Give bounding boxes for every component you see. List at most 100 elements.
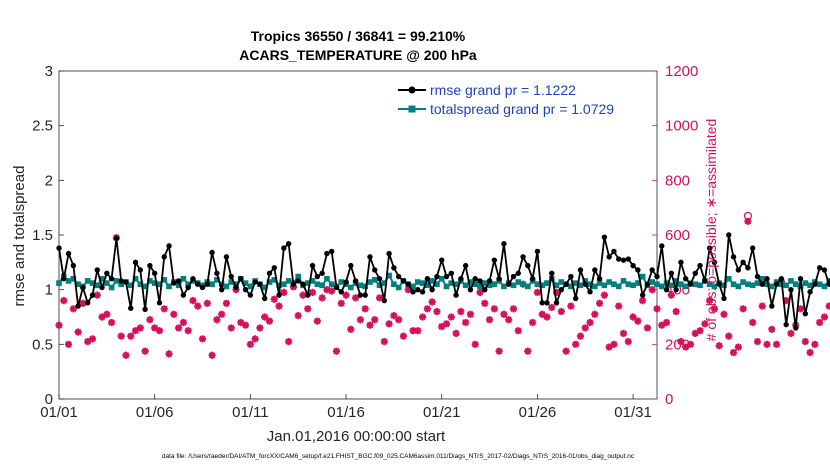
rmse-point xyxy=(118,278,124,284)
totalspread-point xyxy=(558,279,565,285)
obs-assimilated-point xyxy=(433,307,441,316)
obs-assimilated-point xyxy=(825,302,830,310)
totalspread-point xyxy=(577,282,584,289)
rmse-point xyxy=(491,257,498,263)
rmse-point xyxy=(395,273,402,280)
rmse-point xyxy=(802,311,809,317)
totalspread-point xyxy=(381,280,388,286)
totalspread-point xyxy=(754,280,761,286)
obs-assimilated-point xyxy=(55,321,63,329)
obs-assimilated-point xyxy=(184,327,192,335)
obs-assimilated-point xyxy=(543,313,551,321)
rmse-point xyxy=(108,276,115,282)
obs-assimilated-point xyxy=(299,291,307,299)
rmse-point xyxy=(214,270,220,276)
obs-assimilated-point xyxy=(179,318,187,327)
rmse-point xyxy=(439,257,445,263)
totalspread-point xyxy=(434,281,440,287)
totalspread-point xyxy=(491,281,498,287)
rmse-point xyxy=(285,241,292,247)
totalspread-point xyxy=(371,277,378,283)
x-tick-label: 01/31 xyxy=(614,404,652,421)
rmse-point xyxy=(553,300,560,306)
totalspread-point xyxy=(481,280,488,286)
totalspread-point xyxy=(544,280,550,286)
rmse-point xyxy=(257,281,263,287)
obs-assimilated-point xyxy=(246,340,254,348)
totalspread-point xyxy=(415,279,421,285)
rmse-point xyxy=(659,243,665,249)
rmse-point xyxy=(209,249,215,256)
data-file-footer: data file: /Users/raeder/DAI/ATM_forcXX/… xyxy=(162,453,635,460)
obs-assimilated-point xyxy=(380,338,388,346)
totalspread-point xyxy=(56,280,62,286)
totalspread-point xyxy=(639,273,646,280)
rmse-point xyxy=(171,280,177,286)
rmse-point xyxy=(218,286,225,293)
totalspread-point xyxy=(261,284,268,291)
rmse-point xyxy=(333,284,340,291)
totalspread-point xyxy=(448,280,455,286)
rmse-point xyxy=(563,281,569,287)
rmse-point xyxy=(290,281,297,287)
totalspread-point xyxy=(99,275,105,282)
obs-assimilated-point xyxy=(653,305,661,313)
obs-assimilated-point xyxy=(165,350,173,358)
rmse-point xyxy=(635,267,641,273)
obs-assimilated-point xyxy=(591,310,599,318)
obs-assimilated-point xyxy=(548,303,556,312)
rmse-point xyxy=(132,259,139,266)
totalspread-point xyxy=(615,283,622,290)
rmse-point xyxy=(400,278,407,284)
obs-assimilated-point xyxy=(141,347,149,355)
rmse-point xyxy=(644,281,651,287)
obs-assimilated-point xyxy=(457,307,465,316)
obs-assimilated-point xyxy=(395,316,403,324)
y-axis-right-label: # of obs: o=possible; ∗=assimilated xyxy=(703,119,719,342)
obs-assimilated-point xyxy=(213,316,221,324)
obs-assimilated-point xyxy=(108,318,116,327)
totalspread-point xyxy=(745,281,751,287)
totalspread-point xyxy=(281,281,287,287)
rmse-point xyxy=(572,295,579,302)
obs-assimilated-point xyxy=(198,335,207,343)
obs-assimilated-point xyxy=(208,351,216,359)
totalspread-point xyxy=(572,280,579,286)
totalspread-point xyxy=(682,283,689,290)
obs-assimilated-point xyxy=(485,316,494,324)
rmse-point xyxy=(568,273,574,280)
rmse-series xyxy=(56,232,830,331)
rmse-point xyxy=(821,267,828,273)
totalspread-point xyxy=(104,280,110,286)
totalspread-point xyxy=(357,282,364,289)
obs-assimilated-point xyxy=(567,302,575,310)
rmse-point xyxy=(520,254,526,260)
totalspread-point xyxy=(816,281,823,287)
x-tick-label: 01/16 xyxy=(327,404,365,421)
obs-assimilated-point xyxy=(69,305,77,313)
legend-rmse-marker xyxy=(408,86,416,94)
rmse-point xyxy=(405,281,411,287)
rmse-point xyxy=(137,267,144,273)
obs-assimilated-point xyxy=(265,317,274,325)
totalspread-point xyxy=(601,282,608,289)
totalspread-point xyxy=(151,280,158,286)
totalspread-point xyxy=(582,278,589,284)
x-tick-label: 01/21 xyxy=(423,404,461,421)
totalspread-point xyxy=(735,283,742,290)
y-left-tick-label: 3 xyxy=(45,63,53,80)
obs-assimilated-point xyxy=(787,329,795,337)
totalspread-point xyxy=(568,283,574,290)
obs-assimilated-point xyxy=(117,332,125,340)
totalspread-point xyxy=(228,279,235,285)
totalspread-point xyxy=(807,282,813,289)
totalspread-point xyxy=(630,282,636,289)
rmse-point xyxy=(716,281,722,287)
totalspread-point xyxy=(525,283,531,290)
rmse-point xyxy=(778,276,785,282)
obs-assimilated-point xyxy=(629,313,637,321)
rmse-point xyxy=(228,273,234,280)
obs-assimilated-point xyxy=(323,286,331,294)
rmse-point xyxy=(94,267,100,273)
totalspread-point xyxy=(410,283,416,290)
